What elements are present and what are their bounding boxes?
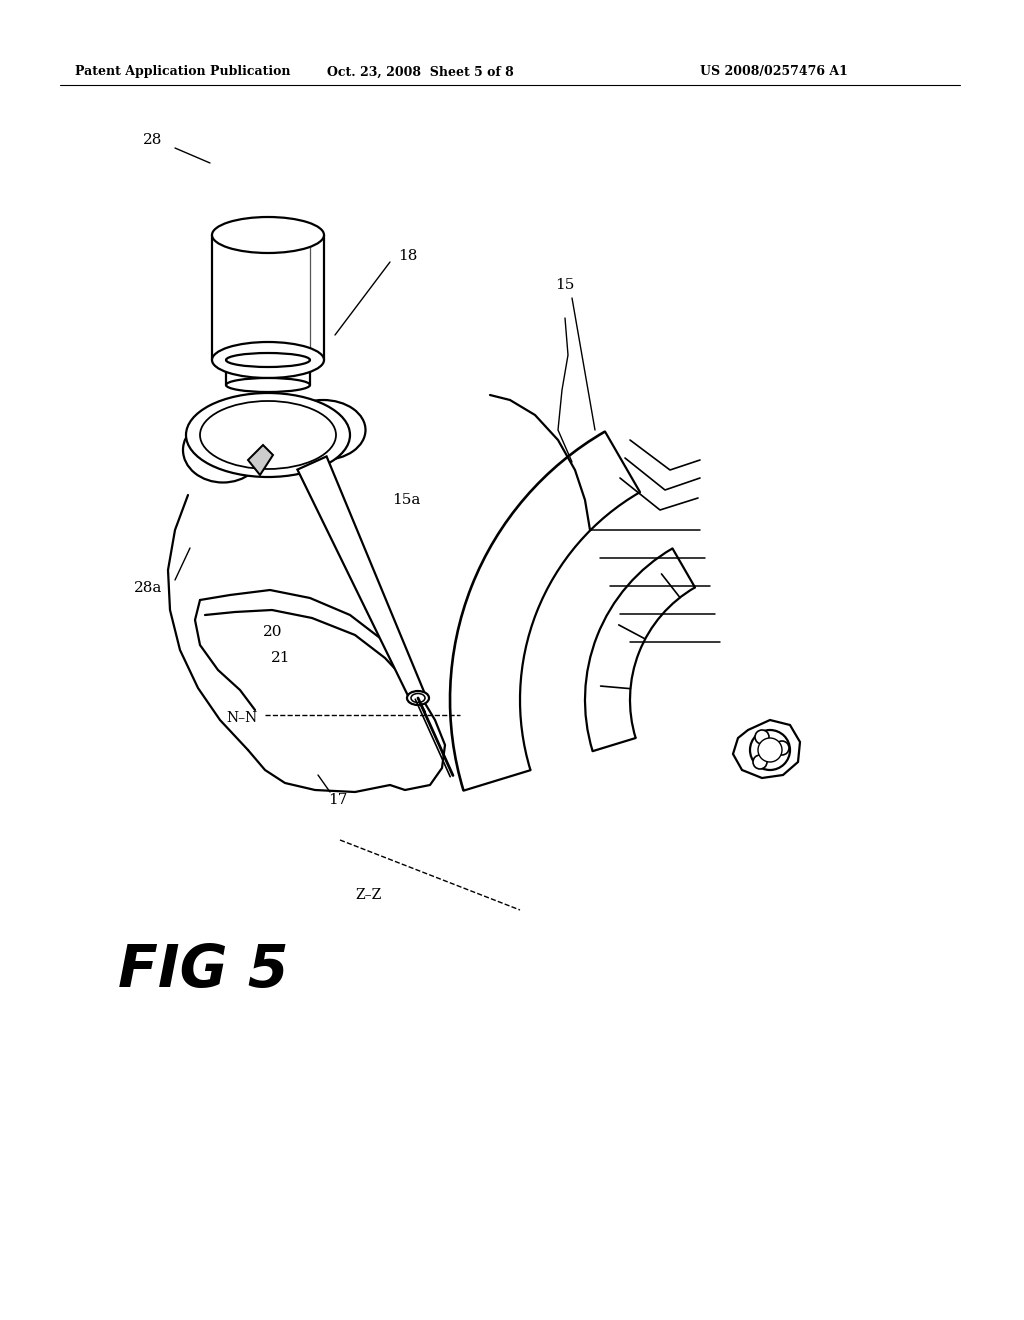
Text: 15a: 15a xyxy=(392,492,421,507)
Text: Oct. 23, 2008  Sheet 5 of 8: Oct. 23, 2008 Sheet 5 of 8 xyxy=(327,66,513,78)
Ellipse shape xyxy=(226,352,310,367)
Circle shape xyxy=(753,755,767,770)
Circle shape xyxy=(775,741,790,755)
Ellipse shape xyxy=(411,693,425,702)
Text: N–N: N–N xyxy=(226,711,258,725)
Text: US 2008/0257476 A1: US 2008/0257476 A1 xyxy=(700,66,848,78)
Text: 21: 21 xyxy=(270,651,290,665)
Text: 28: 28 xyxy=(142,133,162,147)
Polygon shape xyxy=(226,360,310,385)
Ellipse shape xyxy=(281,400,366,459)
Text: 18: 18 xyxy=(398,249,418,263)
Ellipse shape xyxy=(200,401,336,469)
Ellipse shape xyxy=(212,216,324,253)
Polygon shape xyxy=(212,226,324,351)
Ellipse shape xyxy=(226,378,310,392)
Text: Patent Application Publication: Patent Application Publication xyxy=(75,66,291,78)
Circle shape xyxy=(758,738,782,762)
Text: FIG 5: FIG 5 xyxy=(118,941,289,998)
Text: 28a: 28a xyxy=(133,581,162,595)
Polygon shape xyxy=(733,719,800,777)
Text: Z–Z: Z–Z xyxy=(355,888,381,902)
Text: 20: 20 xyxy=(262,624,282,639)
Ellipse shape xyxy=(212,342,324,378)
Circle shape xyxy=(750,730,790,770)
Text: 17: 17 xyxy=(329,793,348,807)
Ellipse shape xyxy=(183,417,263,483)
Ellipse shape xyxy=(186,393,350,477)
Circle shape xyxy=(755,730,769,744)
Polygon shape xyxy=(248,445,273,475)
Polygon shape xyxy=(297,457,425,701)
Text: 15: 15 xyxy=(555,279,574,292)
Ellipse shape xyxy=(407,690,429,705)
